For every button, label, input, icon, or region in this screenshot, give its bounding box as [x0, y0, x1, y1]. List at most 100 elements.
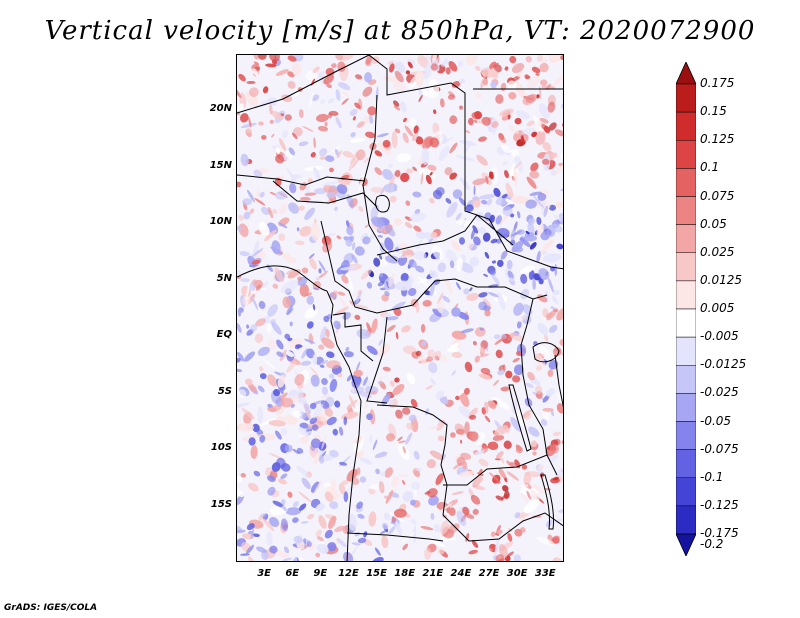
velocity-cell [535, 73, 540, 76]
velocity-cell [296, 227, 300, 232]
velocity-cell [362, 86, 373, 97]
velocity-cell [428, 238, 434, 244]
velocity-cell [435, 187, 445, 196]
velocity-cell [369, 434, 373, 443]
velocity-cell [384, 237, 394, 251]
velocity-cell [300, 360, 312, 366]
velocity-cell [422, 299, 432, 307]
velocity-cell [365, 55, 373, 65]
velocity-cell [452, 189, 463, 199]
velocity-cell [520, 237, 531, 248]
velocity-cell [261, 206, 270, 215]
velocity-cell [256, 546, 267, 553]
velocity-cell [346, 226, 354, 235]
velocity-cell [520, 273, 528, 284]
velocity-cell [428, 79, 440, 98]
colorbar-swatch [676, 308, 696, 338]
velocity-cell [349, 395, 356, 409]
velocity-cell [527, 75, 540, 90]
velocity-cell [498, 134, 507, 144]
velocity-cell [415, 302, 420, 314]
lake-victoria [532, 342, 560, 363]
velocity-cell [474, 450, 485, 456]
velocity-cell [402, 132, 409, 144]
velocity-cell [559, 339, 563, 346]
velocity-cell [405, 70, 411, 75]
velocity-cell [425, 174, 432, 185]
velocity-cell [500, 456, 505, 464]
velocity-cell [238, 214, 244, 221]
velocity-cell [253, 470, 261, 477]
velocity-cell [262, 518, 275, 532]
velocity-cell [538, 103, 550, 119]
velocity-cell [310, 374, 320, 387]
velocity-cell [377, 234, 383, 238]
velocity-cell [298, 426, 310, 437]
velocity-cell [278, 203, 288, 215]
velocity-cell [392, 100, 400, 107]
velocity-cell [239, 251, 250, 257]
velocity-cell [382, 366, 391, 372]
velocity-cell [480, 476, 484, 481]
border-zambia-south [442, 512, 563, 542]
velocity-cell [439, 353, 448, 363]
longitude-label: 12E [338, 568, 359, 579]
velocity-cell [287, 491, 293, 498]
velocity-cell [450, 240, 462, 252]
velocity-cell [360, 268, 372, 280]
velocity-cell [402, 490, 413, 502]
velocity-cell [561, 102, 563, 109]
velocity-cell [407, 287, 417, 297]
velocity-cell [329, 167, 334, 173]
velocity-cell [400, 272, 409, 282]
velocity-cell [237, 308, 242, 317]
velocity-cell [237, 226, 242, 231]
velocity-cell [237, 86, 242, 99]
velocity-cell [412, 166, 417, 172]
velocity-cell [430, 512, 435, 520]
velocity-cell [393, 81, 406, 93]
velocity-cell [280, 427, 288, 436]
colorbar [676, 62, 696, 556]
velocity-cell [460, 439, 463, 444]
velocity-cell [237, 358, 241, 363]
velocity-cell [429, 283, 435, 297]
colorbar-label: 0.025 [700, 244, 735, 259]
velocity-cell [496, 480, 501, 484]
velocity-cell [465, 532, 470, 542]
velocity-cell [275, 190, 288, 200]
border-mali-niger [237, 174, 366, 186]
velocity-cell [482, 71, 486, 79]
velocity-cell [541, 419, 548, 426]
velocity-cell [292, 517, 299, 523]
map-title: Vertical velocity [m/s] at 850hPa, VT: 2… [44, 16, 756, 46]
velocity-cell [507, 80, 517, 90]
velocity-cell [538, 268, 550, 280]
velocity-cell [271, 462, 281, 472]
velocity-cell [366, 345, 378, 355]
velocity-cell [248, 556, 257, 561]
velocity-cell [248, 482, 259, 492]
velocity-cell [430, 63, 438, 71]
velocity-cell [479, 353, 490, 358]
velocity-cell [333, 320, 341, 330]
velocity-cell [240, 472, 247, 478]
colorbar-bottom-arrow [676, 533, 696, 556]
velocity-cell [255, 284, 262, 291]
velocity-cell [542, 394, 550, 403]
velocity-cell [327, 97, 335, 104]
velocity-cell [274, 55, 280, 61]
velocity-cell [402, 445, 406, 454]
velocity-cell [500, 333, 507, 340]
velocity-cell [306, 541, 312, 548]
velocity-cell [515, 446, 523, 454]
velocity-cell [514, 528, 523, 537]
velocity-cell [525, 199, 537, 209]
velocity-cell [548, 122, 557, 131]
velocity-cell [336, 183, 348, 195]
velocity-cell [237, 389, 247, 399]
velocity-cell [398, 474, 408, 478]
velocity-cell [293, 535, 303, 544]
velocity-cell [470, 228, 476, 240]
velocity-cell [298, 109, 304, 119]
